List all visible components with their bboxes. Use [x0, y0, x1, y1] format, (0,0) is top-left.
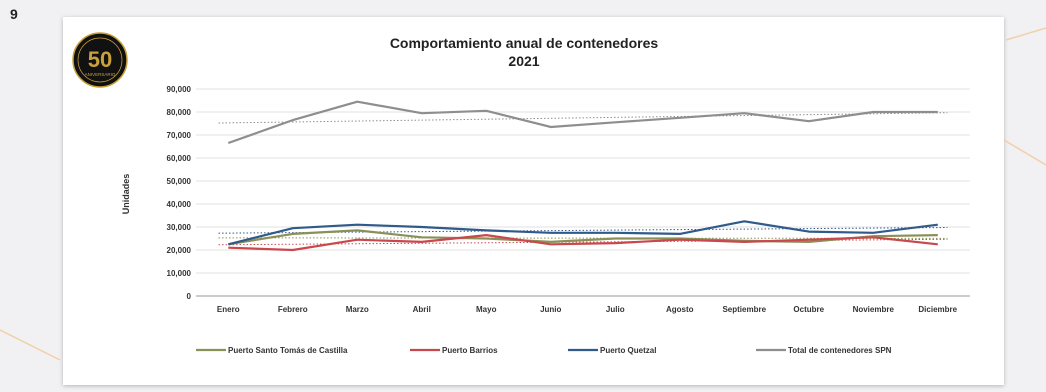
- x-tick-label: Agosto: [666, 305, 694, 314]
- page-number: 9: [10, 6, 18, 22]
- y-axis-ticks: 0 10,000 20,000 30,000 40,000 50,000 60,000 70,…: [167, 85, 192, 301]
- chart-subtitle: 2021: [508, 53, 539, 69]
- y-axis-label: Unidades: [121, 174, 131, 215]
- x-tick-label: Mayo: [476, 305, 497, 314]
- gridlines: [196, 88, 970, 297]
- x-tick-label: Febrero: [278, 305, 308, 314]
- y-tick-label: 10,000: [167, 269, 192, 278]
- trendline: [218, 238, 948, 246]
- y-tick-label: 90,000: [167, 85, 192, 94]
- trendline: [218, 237, 948, 239]
- decor-line: [1005, 27, 1046, 41]
- x-tick-label: Diciembre: [918, 305, 957, 314]
- legend-label: Puerto Barrios: [442, 346, 498, 355]
- trendline: [218, 112, 948, 124]
- x-tick-label: Julio: [606, 305, 625, 314]
- x-tick-label: Enero: [217, 305, 240, 314]
- x-axis-ticks: Enero Febrero Marzo Abril Mayo Junio Julio Agos…: [217, 305, 958, 314]
- x-tick-label: Marzo: [346, 305, 369, 314]
- logo-number: 50: [88, 47, 112, 72]
- trendline: [218, 227, 948, 234]
- series-line: [228, 234, 938, 252]
- logo-caption: ANIVERSARIO: [85, 72, 116, 77]
- y-tick-label: 20,000: [167, 246, 192, 255]
- chart-card: [63, 17, 1004, 385]
- legend-label: Puerto Quetzal: [600, 346, 656, 355]
- y-tick-label: 60,000: [167, 154, 192, 163]
- y-tick-label: 30,000: [167, 223, 192, 232]
- chart-title: Comportamiento anual de contenedores: [390, 35, 659, 51]
- logo-badge: [72, 32, 128, 88]
- series-line: [228, 220, 938, 246]
- y-tick-label: 40,000: [167, 200, 192, 209]
- x-tick-label: Abril: [413, 305, 431, 314]
- x-tick-label: Noviembre: [853, 305, 895, 314]
- anniversary-logo: 50 ANIVERSARIO: [72, 32, 128, 88]
- trendlines: [218, 112, 948, 246]
- decor-line: [1003, 139, 1046, 166]
- x-tick-label: Junio: [540, 305, 561, 314]
- y-tick-label: 70,000: [167, 131, 192, 140]
- x-tick-label: Octubre: [793, 305, 824, 314]
- y-tick-label: 50,000: [167, 177, 192, 186]
- legend-label: Puerto Santo Tomás de Castilla: [228, 346, 348, 355]
- y-tick-label: 0: [187, 292, 192, 301]
- logo-ring: [77, 37, 123, 83]
- x-tick-label: Septiembre: [722, 305, 766, 314]
- y-tick-label: 80,000: [167, 108, 192, 117]
- legend-label: Total de contenedores SPN: [788, 346, 892, 355]
- series-lines: [227, 100, 938, 252]
- legend: Puerto Santo Tomás de Castilla Puerto Bar…: [196, 346, 892, 355]
- decor-line: [0, 329, 61, 361]
- series-line: [227, 100, 938, 145]
- series-line: [228, 229, 938, 246]
